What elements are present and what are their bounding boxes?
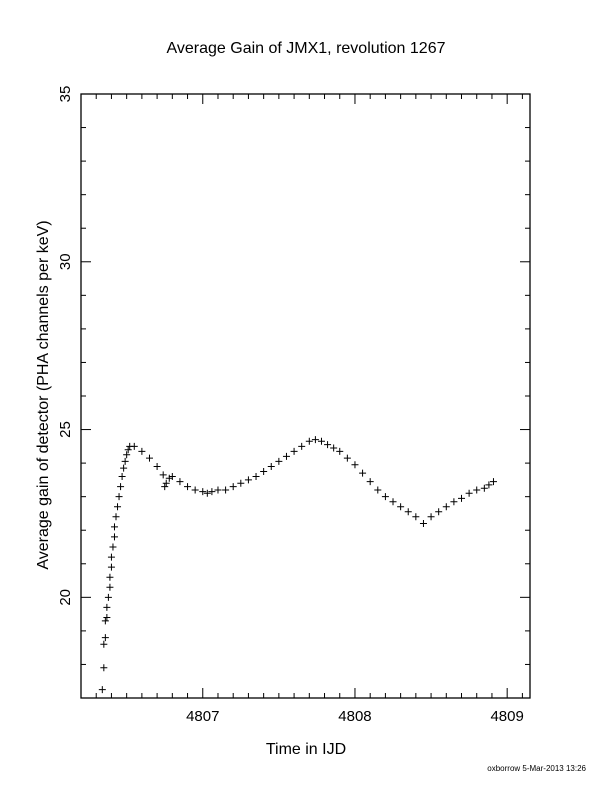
- chart-title: Average Gain of JMX1, revolution 1267: [167, 40, 446, 57]
- data-point: [101, 634, 109, 642]
- data-point: [184, 483, 192, 491]
- data-point: [100, 664, 108, 672]
- data-point: [165, 474, 173, 482]
- data-point: [311, 436, 319, 444]
- x-tick-label: 4807: [186, 708, 219, 725]
- data-point: [252, 473, 260, 481]
- data-point: [214, 486, 222, 494]
- data-point: [324, 441, 332, 449]
- data-point: [161, 483, 169, 491]
- data-point: [305, 437, 313, 445]
- data-point: [298, 442, 306, 450]
- data-point: [112, 513, 120, 521]
- data-point: [485, 481, 493, 489]
- data-point: [110, 523, 118, 531]
- data-point: [244, 476, 252, 484]
- data-point: [115, 493, 123, 501]
- data-point: [480, 484, 488, 492]
- data-point: [118, 473, 126, 481]
- y-tick-label: 20: [57, 589, 74, 606]
- data-point: [260, 468, 268, 475]
- data-point: [351, 461, 359, 469]
- x-tick-label: 4809: [490, 708, 523, 725]
- data-point: [317, 437, 325, 445]
- data-point: [124, 446, 132, 454]
- data-point: [412, 513, 420, 521]
- data-point: [336, 447, 344, 455]
- data-point: [435, 508, 443, 516]
- y-tick-label: 35: [57, 86, 74, 103]
- axis-ticks: [80, 93, 530, 699]
- data-point: [282, 452, 290, 460]
- data-point: [103, 603, 111, 611]
- data-point: [229, 483, 237, 491]
- x-axis-label: Time in IJD: [266, 741, 346, 758]
- data-point: [473, 486, 481, 494]
- data-point: [389, 498, 397, 506]
- x-tick-label: 4808: [338, 708, 371, 725]
- data-point: [106, 573, 114, 581]
- data-point: [330, 444, 338, 452]
- data-point: [465, 489, 473, 497]
- data-point: [208, 488, 216, 496]
- data-point: [191, 486, 199, 494]
- data-point: [275, 457, 283, 465]
- data-point: [117, 483, 125, 491]
- data-point: [104, 593, 112, 601]
- data-point: [114, 503, 122, 511]
- footer-credit: oxborrow 5-Mar-2013 13:26: [487, 764, 586, 773]
- data-point: [107, 553, 115, 561]
- data-point: [290, 447, 298, 455]
- data-point: [222, 486, 230, 494]
- data-point: [106, 583, 114, 591]
- plot-frame: [80, 93, 531, 699]
- data-point: [107, 563, 115, 571]
- data-point: [103, 613, 111, 621]
- data-point: [110, 533, 118, 541]
- data-point: [138, 447, 146, 455]
- data-point: [120, 464, 128, 472]
- data-point: [153, 462, 161, 470]
- data-point: [237, 479, 245, 487]
- data-point: [359, 469, 367, 477]
- data-point: [145, 454, 153, 462]
- data-point: [366, 478, 374, 486]
- data-point: [176, 478, 184, 486]
- data-point: [121, 457, 129, 465]
- data-point: [162, 479, 170, 487]
- data-point: [168, 473, 176, 481]
- data-point: [404, 508, 412, 516]
- data-point: [397, 503, 405, 511]
- data-point: [267, 462, 275, 470]
- data-point: [489, 478, 497, 486]
- data-point: [130, 442, 138, 450]
- data-point: [381, 493, 389, 501]
- data-point: [109, 543, 117, 551]
- data-points: [98, 436, 497, 694]
- data-point: [427, 513, 435, 521]
- data-point: [123, 451, 131, 459]
- y-tick-label: 25: [57, 421, 74, 438]
- data-point: [374, 486, 382, 494]
- y-tick-label: 30: [57, 253, 74, 270]
- data-point: [458, 494, 466, 502]
- y-axis-label: Average gain of detector (PHA channels p…: [35, 220, 52, 569]
- data-point: [98, 686, 106, 694]
- data-point: [450, 498, 458, 506]
- data-point: [101, 617, 109, 625]
- data-point: [203, 489, 211, 497]
- data-point: [159, 471, 167, 479]
- data-point: [100, 640, 108, 648]
- data-point: [419, 520, 427, 528]
- data-point: [199, 488, 207, 496]
- data-point: [442, 503, 450, 511]
- axis-tick-labels: 4807 4808 4809 20 25 30 35: [57, 86, 524, 725]
- data-point: [343, 454, 351, 462]
